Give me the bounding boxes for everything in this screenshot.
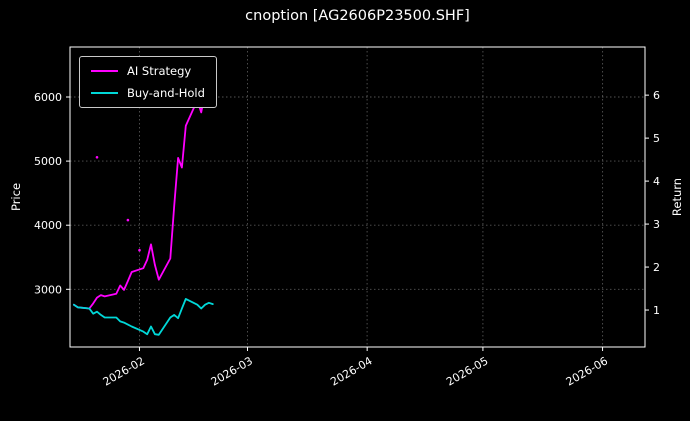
return-tick-label: 4	[653, 175, 660, 188]
legend: AI Strategy Buy-and-Hold	[79, 56, 217, 108]
price-tick-label: 4000	[34, 219, 62, 232]
chart-title: cnoption [AG2606P23500.SHF]	[245, 8, 470, 24]
series-line-ai-strategy	[73, 91, 210, 310]
return-axis-label: Return	[670, 177, 684, 217]
date-tick-label: 2026-02	[101, 354, 147, 388]
return-tick-label: 3	[653, 218, 660, 231]
stray-marker	[126, 218, 130, 222]
return-tick-label: 5	[653, 132, 660, 145]
price-tick-label: 5000	[34, 155, 62, 168]
date-tick-label: 2026-03	[209, 354, 255, 388]
legend-label-ai-strategy: AI Strategy	[127, 64, 192, 78]
date-tick-label: 2026-06	[564, 354, 610, 388]
price-axis-label: Price	[9, 182, 23, 212]
return-tick-label: 6	[653, 89, 660, 102]
date-tick-label: 2026-05	[444, 354, 490, 388]
series-line-buy-and-hold	[73, 297, 214, 336]
return-tick-label: 2	[653, 261, 660, 274]
legend-item-ai-strategy: AI Strategy	[91, 64, 205, 78]
stray-marker	[138, 248, 141, 252]
return-tick-label: 1	[653, 304, 660, 317]
plot-border	[69, 46, 646, 348]
price-tick-label: 3000	[34, 283, 62, 296]
stray-marker	[95, 156, 99, 159]
legend-item-buy-and-hold: Buy-and-Hold	[91, 86, 205, 100]
price-tick-label: 6000	[34, 91, 62, 104]
legend-label-buy-and-hold: Buy-and-Hold	[127, 86, 205, 100]
date-tick-label: 2026-04	[328, 354, 374, 388]
buy-and-hold-line-swatch	[91, 92, 118, 94]
ai-strategy-line-swatch	[91, 70, 118, 72]
